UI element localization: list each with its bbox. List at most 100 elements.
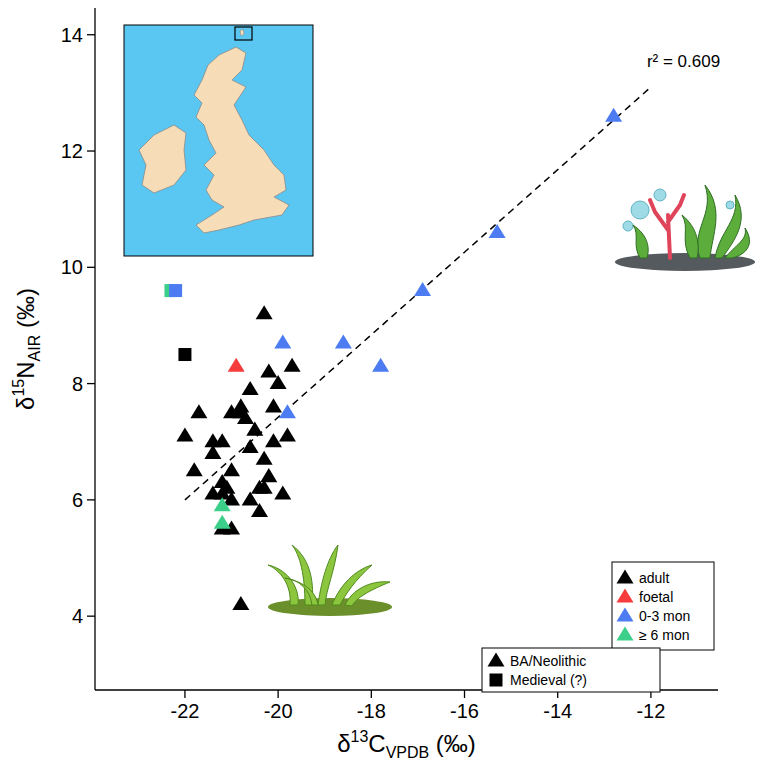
grass-blade	[268, 565, 298, 605]
x-tick-label: -12	[636, 700, 665, 722]
y-axis-line	[94, 8, 95, 690]
y-axis-title: δ15NAIR (‰)	[10, 288, 43, 410]
point	[279, 404, 296, 418]
legend-marker	[617, 627, 634, 641]
map-land	[139, 125, 186, 193]
seaweed	[682, 215, 698, 258]
y-tick-label: 14	[61, 24, 83, 46]
inset-map	[124, 25, 313, 256]
legend-label: adult	[639, 570, 669, 586]
trend-line	[185, 87, 651, 500]
x-tick	[371, 690, 372, 698]
coral	[650, 195, 684, 258]
grass-blade	[345, 582, 390, 606]
axis-title-part: AIR	[26, 335, 43, 362]
point	[335, 334, 352, 348]
point	[214, 497, 231, 511]
point	[214, 433, 231, 447]
point	[274, 486, 291, 500]
x-tick-label: -14	[543, 700, 572, 722]
y-tick-label: 4	[72, 605, 83, 627]
seaweed-illustration	[615, 185, 755, 271]
series	[228, 358, 245, 372]
y-tick-label: 8	[72, 373, 83, 395]
axis-title-part: δ	[337, 730, 350, 757]
grass-ground	[268, 598, 392, 616]
point	[204, 445, 221, 459]
map-land	[194, 47, 289, 233]
grass-illustration	[268, 545, 392, 616]
legend-box	[612, 562, 714, 650]
point	[489, 224, 506, 238]
legend-marker	[617, 570, 634, 584]
point	[237, 410, 254, 424]
legend-marker	[617, 608, 634, 622]
series	[176, 305, 300, 610]
point	[223, 462, 240, 476]
point	[274, 334, 291, 348]
point	[242, 439, 259, 453]
point	[251, 503, 268, 517]
point	[214, 515, 231, 529]
legend-label: ≥ 6 mon	[639, 627, 689, 643]
point	[242, 491, 259, 505]
x-tick-label: -22	[170, 700, 199, 722]
legend: adult foetal 0-3 mon ≥ 6 mon	[612, 562, 714, 650]
bubble	[631, 201, 649, 219]
point	[260, 468, 277, 482]
series	[274, 108, 622, 419]
axis-title-part: (‰)	[12, 288, 39, 335]
point	[279, 427, 296, 441]
map-sea	[124, 25, 313, 256]
grass-blade	[285, 578, 318, 605]
point	[176, 427, 193, 441]
point	[186, 462, 203, 476]
legend-label: Medieval (?)	[510, 672, 587, 688]
seaweed	[698, 185, 716, 258]
seaweed	[725, 228, 750, 258]
point	[256, 480, 273, 494]
legend-label: 0-3 mon	[639, 608, 690, 624]
map-locator	[235, 27, 252, 40]
axes: -22-20-18-16-14-12468101214	[61, 8, 718, 722]
point	[270, 375, 287, 389]
point	[178, 348, 191, 361]
point	[190, 404, 207, 418]
point	[256, 451, 273, 465]
legend-label: foetal	[639, 589, 673, 605]
x-tick-label: -18	[357, 700, 386, 722]
point	[256, 305, 273, 319]
y-tick	[87, 34, 95, 35]
point	[169, 284, 182, 297]
point	[228, 358, 245, 372]
point	[284, 358, 301, 372]
point	[605, 108, 622, 122]
point	[372, 358, 389, 372]
axis-title-part: δ	[12, 397, 39, 410]
point	[246, 422, 263, 436]
point	[265, 398, 282, 412]
x-axis-title: δ13CVPDB (‰)	[337, 728, 476, 761]
series	[164, 284, 191, 361]
y-tick	[87, 616, 95, 617]
legend-marker	[617, 589, 634, 603]
point	[265, 433, 282, 447]
point	[260, 363, 277, 377]
grass-blade	[318, 545, 338, 605]
legend-box	[482, 648, 660, 692]
point	[414, 282, 431, 296]
legend-marker	[488, 653, 505, 667]
chart: -22-20-18-16-14-12468101214δ13CVPDB (‰)δ…	[0, 0, 761, 775]
legend-label: BA/Neolithic	[510, 653, 586, 669]
y-tick	[87, 267, 95, 268]
axis-title-part: 13	[350, 728, 368, 745]
bubble	[654, 189, 666, 201]
point	[242, 381, 259, 395]
y-tick	[87, 150, 95, 151]
shape-legend: BA/Neolithic Medieval (?)	[482, 648, 660, 692]
y-tick-label: 10	[61, 256, 83, 278]
x-tick-label: -16	[450, 700, 479, 722]
point	[232, 596, 249, 610]
x-tick	[277, 690, 278, 698]
y-tick	[87, 383, 95, 384]
